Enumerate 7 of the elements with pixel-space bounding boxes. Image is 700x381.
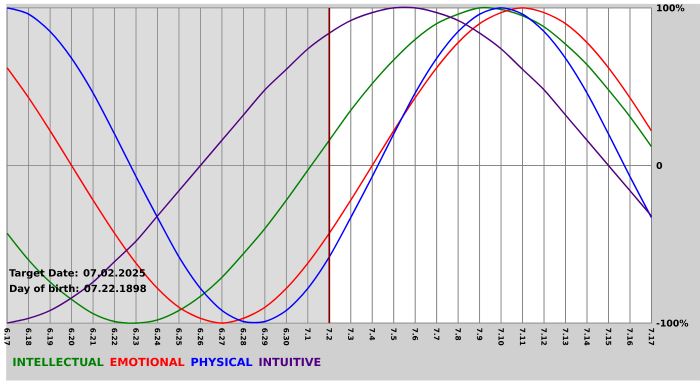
y-tick-label: 0 — [656, 162, 662, 170]
y-tick-label: -100% — [656, 320, 688, 327]
text: INTUITIVE — [259, 358, 320, 366]
text: PHYSICAL — [192, 358, 252, 366]
text: INTELLECTUAL — [13, 358, 104, 366]
text: EMOTIONAL — [110, 358, 184, 366]
y-tick-label: 100% — [657, 4, 684, 12]
